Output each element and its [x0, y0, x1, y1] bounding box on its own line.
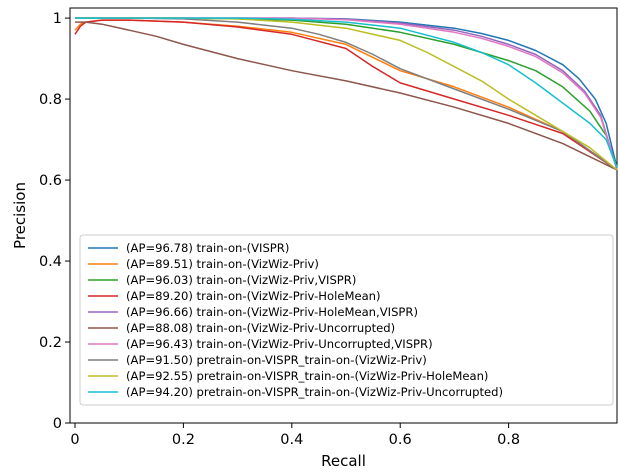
y-tick-label: 0.6	[39, 173, 62, 189]
legend-label: (AP=91.50) pretrain-on-VISPR_train-on-(V…	[126, 353, 427, 367]
x-tick-label: 0.6	[389, 432, 412, 448]
legend-label: (AP=96.78) train-on-(VISPR)	[126, 241, 289, 255]
x-tick-label: 0.8	[497, 432, 520, 448]
legend-label: (AP=88.08) train-on-(VizWiz-Priv-Uncorru…	[126, 321, 395, 335]
legend-label: (AP=92.55) pretrain-on-VISPR_train-on-(V…	[126, 369, 488, 383]
series-layer	[74, 17, 618, 171]
x-tick-label: 0	[70, 432, 79, 448]
legend-label: (AP=89.51) train-on-(VizWiz-Priv)	[126, 257, 319, 271]
y-tick-label: 0.8	[39, 92, 62, 108]
legend-box	[79, 234, 614, 406]
legend-label: (AP=96.43) train-on-(VizWiz-Priv-Uncorru…	[126, 337, 433, 351]
legend-label: (AP=89.20) train-on-(VizWiz-Priv-HoleMea…	[126, 289, 381, 303]
series-line-6	[75, 21, 618, 171]
y-tick-label: 0.4	[39, 254, 62, 270]
y-axis-label: Precision	[11, 182, 29, 249]
x-axis-label: Recall	[321, 452, 366, 470]
x-tick-label: 0.4	[280, 432, 303, 448]
axes-layer: 0 0.2 0.4 0.6 0.8 0 0.2 0.4 0.6 0.8 1	[39, 11, 520, 448]
y-tick-label: 0	[53, 416, 62, 432]
legend-label: (AP=94.20) pretrain-on-VISPR_train-on-(V…	[126, 385, 503, 399]
series-line-4	[74, 19, 618, 171]
x-tick-label: 0.2	[172, 432, 195, 448]
series-line-10	[75, 17, 618, 169]
legend: (AP=96.78) train-on-(VISPR) (AP=89.51) tr…	[79, 234, 614, 406]
legend-label: (AP=96.03) train-on-(VizWiz-Priv,VISPR)	[126, 273, 356, 287]
y-tick-label: 1	[53, 11, 62, 27]
legend-label: (AP=96.66) train-on-(VizWiz-Priv-HoleMea…	[126, 305, 418, 319]
y-tick-label: 0.2	[39, 335, 62, 351]
